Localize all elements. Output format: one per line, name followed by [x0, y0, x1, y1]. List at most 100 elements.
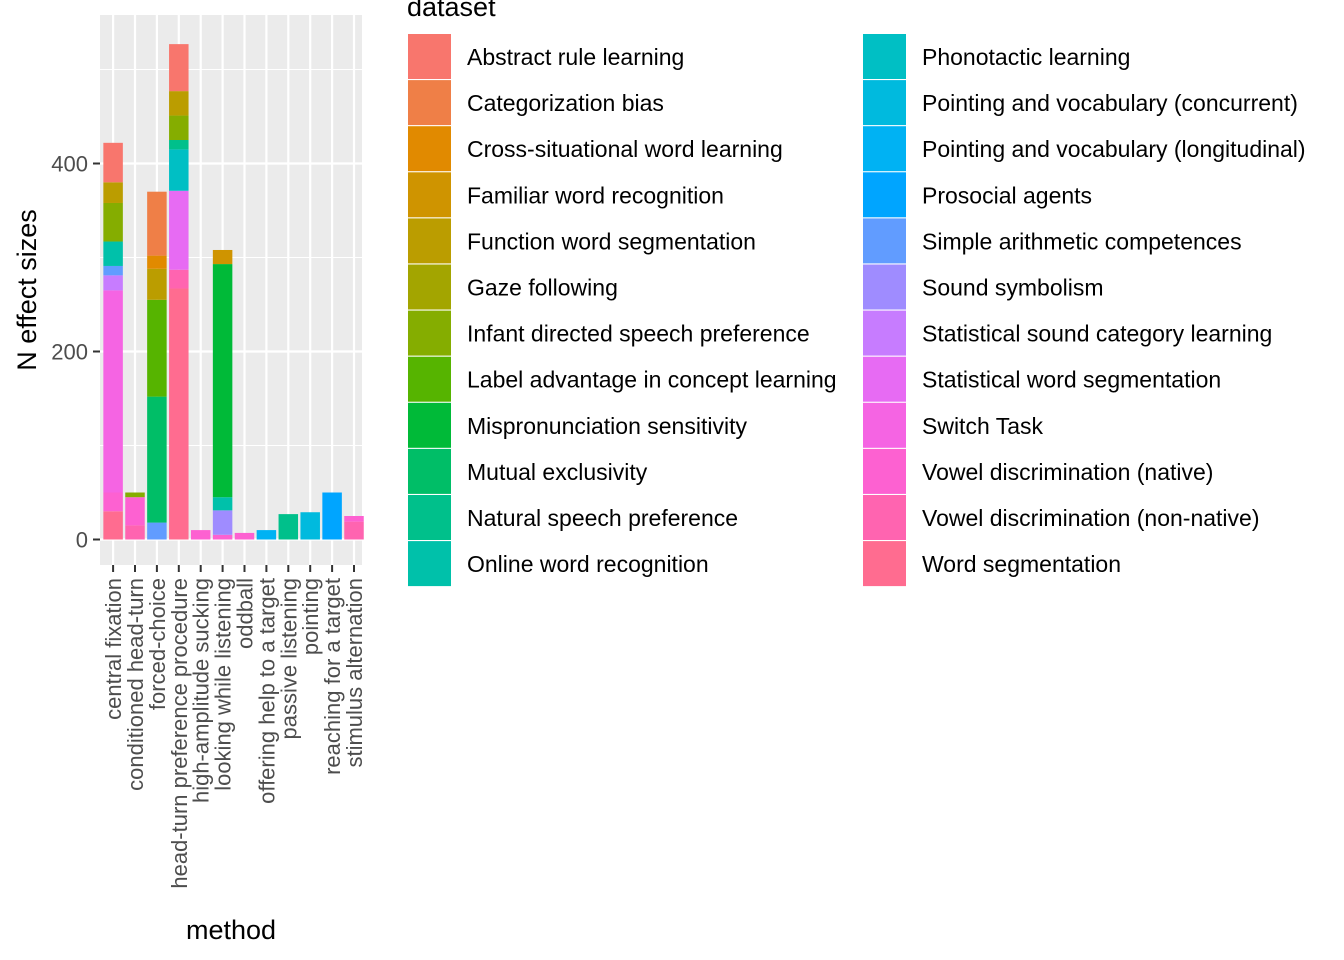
legend-label: Vowel discrimination (non-native) — [922, 505, 1260, 531]
bar-segment — [169, 115, 189, 140]
bar-segment — [169, 269, 189, 289]
legend-key — [863, 126, 906, 172]
bar-segment — [125, 492, 145, 498]
x-tick-label: passive listening — [276, 578, 301, 739]
y-tick-label: 400 — [51, 152, 88, 177]
bar-segment — [212, 264, 233, 498]
bar-segment — [147, 522, 167, 540]
legend-key — [408, 310, 451, 356]
legend-label: Simple arithmetic competences — [922, 228, 1242, 254]
bar-segment — [125, 525, 145, 540]
x-tick-label: head-turn preference procedure — [167, 578, 192, 889]
bar-segment — [103, 265, 123, 276]
legend-label: Function word segmentation — [467, 228, 756, 254]
bar-segment — [125, 497, 145, 526]
legend-key — [408, 356, 451, 402]
bar-segment — [103, 275, 123, 291]
legend-key — [408, 448, 451, 494]
x-tick-label: looking while listening — [211, 578, 236, 791]
bars — [103, 44, 364, 540]
bar-segment — [103, 142, 123, 183]
bar-segment — [212, 510, 233, 535]
legend-key — [408, 541, 451, 587]
legend-label: Cross-situational word learning — [467, 136, 783, 162]
legend-label: Infant directed speech preference — [467, 321, 810, 347]
x-tick-label: reaching for a target — [320, 578, 345, 775]
legend-label: Mutual exclusivity — [467, 459, 648, 485]
x-axis-title: method — [186, 915, 276, 945]
bar-segment — [169, 44, 189, 92]
legend-key — [863, 218, 906, 264]
bar-segment — [103, 182, 123, 203]
bar-segment — [169, 190, 189, 270]
legend-label: Abstract rule learning — [467, 44, 684, 70]
bar-segment — [212, 497, 233, 511]
bar-segment — [147, 396, 167, 523]
bar-segment — [103, 290, 123, 493]
bar-segment — [256, 530, 277, 540]
bar-segment — [103, 202, 123, 242]
legend-label: Word segmentation — [922, 551, 1121, 577]
legend-label: Gaze following — [467, 275, 618, 301]
bar-segment — [147, 255, 167, 269]
legend-key — [408, 495, 451, 540]
legend-key — [863, 172, 906, 218]
bar-segment — [212, 249, 233, 265]
y-tick-label: 200 — [51, 340, 88, 365]
y-axis-title: N effect sizes — [12, 209, 42, 371]
bar-segment — [234, 532, 255, 540]
legend-key — [408, 218, 451, 264]
bar-segment — [278, 514, 299, 540]
legend-key — [408, 264, 451, 310]
legend-key — [863, 495, 906, 540]
x-tick-label: stimulus alternation — [342, 578, 367, 768]
legend-key — [863, 34, 906, 79]
legend-label: Prosocial agents — [922, 182, 1092, 208]
legend-key — [408, 34, 451, 79]
x-tick-label: central fixation — [101, 578, 126, 720]
legend-label: Statistical sound category learning — [922, 321, 1272, 347]
legend-key — [408, 80, 451, 126]
bar-segment — [344, 521, 364, 540]
bar-segment — [103, 241, 123, 266]
legend-key — [863, 310, 906, 356]
legend-title: dataset — [407, 0, 496, 22]
legend-label: Vowel discrimination (native) — [922, 459, 1213, 485]
legend-label: Online word recognition — [467, 551, 709, 577]
bar-segment — [169, 140, 189, 150]
legend-label: Phonotactic learning — [922, 44, 1130, 70]
bar-segment — [147, 299, 167, 397]
x-tick-label: conditioned head-turn — [123, 578, 148, 791]
legend-label: Statistical word segmentation — [922, 367, 1221, 393]
legend-label: Label advantage in concept learning — [467, 367, 837, 393]
legend-key — [863, 448, 906, 494]
legend-label: Categorization bias — [467, 90, 664, 116]
bar-segment — [190, 530, 211, 540]
legend: Abstract rule learning Categorization bia… — [408, 34, 1306, 587]
bar-segment — [147, 268, 167, 300]
legend-key — [863, 80, 906, 126]
legend-key — [408, 172, 451, 218]
bar-segment — [169, 91, 189, 116]
bar-segment — [103, 492, 123, 512]
y-axis: 0 200 400 — [51, 152, 100, 553]
legend-label: Pointing and vocabulary (longitudinal) — [922, 136, 1306, 162]
x-tick-label: oddball — [233, 578, 258, 649]
legend-label: Pointing and vocabulary (concurrent) — [922, 90, 1298, 116]
bar-segment — [169, 149, 189, 191]
legend-key — [863, 356, 906, 402]
legend-key — [863, 264, 906, 310]
legend-label: Mispronunciation sensitivity — [467, 413, 747, 439]
legend-key — [863, 541, 906, 587]
legend-key — [408, 402, 451, 448]
x-tick-label: high-amplitude sucking — [189, 578, 214, 803]
legend-key — [863, 402, 906, 448]
bar-segment — [169, 288, 189, 540]
x-tick-label: forced-choice — [145, 578, 170, 710]
bar-segment — [212, 534, 233, 540]
bar-segment — [103, 511, 123, 540]
bar-segment — [344, 516, 364, 522]
legend-key — [408, 126, 451, 172]
legend-label: Familiar word recognition — [467, 182, 724, 208]
